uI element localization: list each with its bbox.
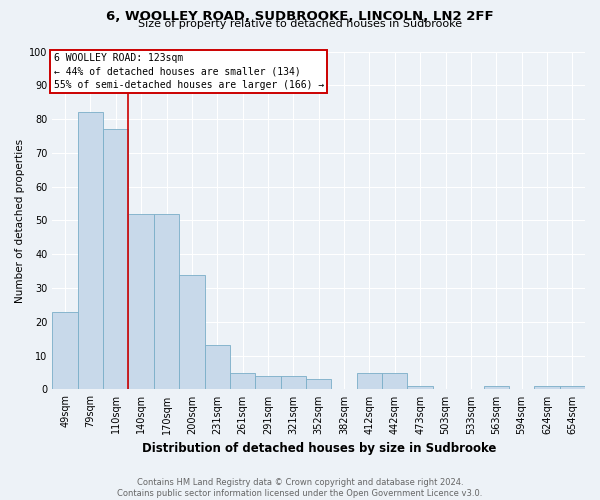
- Bar: [357, 372, 382, 390]
- Bar: [382, 372, 407, 390]
- X-axis label: Distribution of detached houses by size in Sudbrooke: Distribution of detached houses by size …: [142, 442, 496, 455]
- Bar: [52, 312, 78, 390]
- Bar: [205, 346, 230, 390]
- Bar: [255, 376, 281, 390]
- Bar: [128, 214, 154, 390]
- Bar: [306, 380, 331, 390]
- Text: Size of property relative to detached houses in Sudbrooke: Size of property relative to detached ho…: [138, 19, 462, 29]
- Bar: [407, 386, 433, 390]
- Bar: [78, 112, 103, 390]
- Y-axis label: Number of detached properties: Number of detached properties: [15, 138, 25, 302]
- Text: Contains HM Land Registry data © Crown copyright and database right 2024.
Contai: Contains HM Land Registry data © Crown c…: [118, 478, 482, 498]
- Bar: [281, 376, 306, 390]
- Bar: [103, 129, 128, 390]
- Text: 6, WOOLLEY ROAD, SUDBROOKE, LINCOLN, LN2 2FF: 6, WOOLLEY ROAD, SUDBROOKE, LINCOLN, LN2…: [106, 10, 494, 23]
- Bar: [179, 274, 205, 390]
- Text: 6 WOOLLEY ROAD: 123sqm
← 44% of detached houses are smaller (134)
55% of semi-de: 6 WOOLLEY ROAD: 123sqm ← 44% of detached…: [53, 53, 324, 90]
- Bar: [534, 386, 560, 390]
- Bar: [230, 372, 255, 390]
- Bar: [560, 386, 585, 390]
- Bar: [154, 214, 179, 390]
- Bar: [484, 386, 509, 390]
